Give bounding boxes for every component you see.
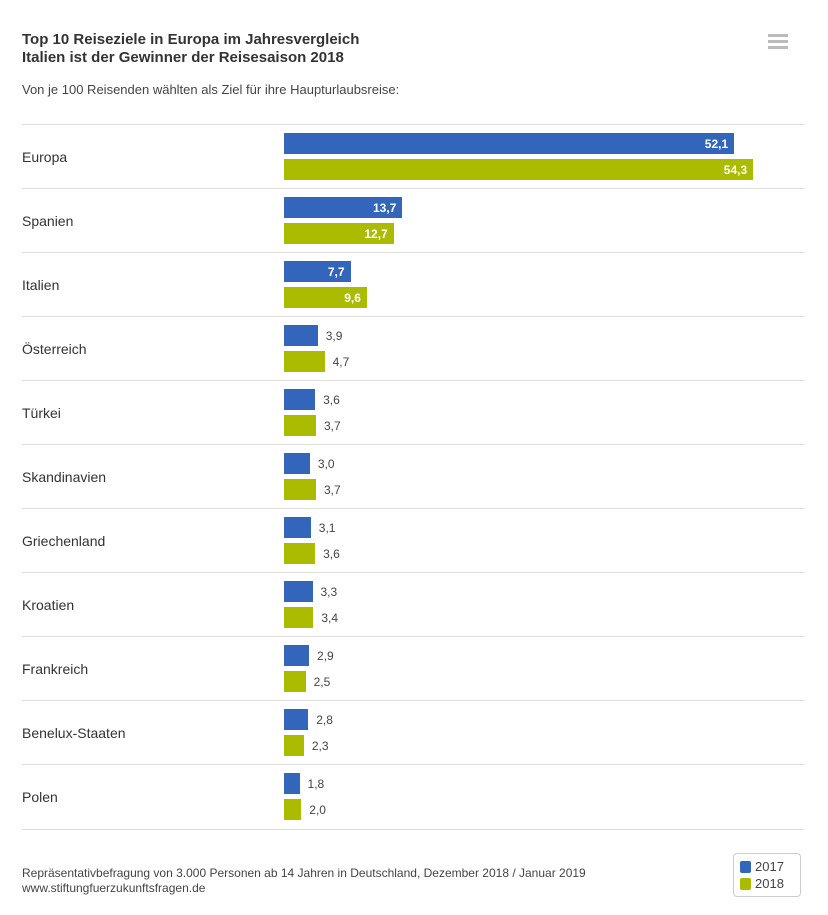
category-label: Türkei [22, 405, 61, 421]
legend-swatch [740, 877, 751, 890]
category-row: Kroatien 3,3 3,4 [22, 572, 804, 637]
category-row: Europa 52,1 54,3 [22, 124, 804, 189]
bar-2017[interactable]: 3,9 [284, 325, 342, 346]
data-label: 3,0 [317, 457, 335, 471]
bar-2018[interactable]: 3,6 [284, 543, 340, 564]
bar-2017[interactable]: 13,7 [284, 197, 403, 218]
legend: 2017 2018 [733, 853, 801, 897]
bar-2017[interactable]: 7,7 [284, 261, 351, 282]
category-row: Griechenland 3,1 3,6 [22, 508, 804, 573]
category-label: Italien [22, 277, 60, 293]
category-label: Skandinavien [22, 469, 107, 485]
category-label: Österreich [22, 341, 87, 357]
bar-2018[interactable]: 2,0 [284, 799, 326, 820]
bar-2017[interactable]: 2,9 [284, 645, 334, 666]
bar-2017[interactable]: 2,8 [284, 709, 333, 730]
data-label: 3,1 [318, 521, 336, 535]
bar-2018[interactable]: 3,4 [284, 607, 338, 628]
category-label: Griechenland [22, 533, 106, 549]
data-label: 52,1 [704, 137, 729, 151]
bar-2017[interactable]: 3,0 [284, 453, 335, 474]
category-row: Polen 1,8 2,0 [22, 764, 804, 830]
data-label: 2,9 [317, 649, 334, 663]
category-row: Frankreich 2,9 2,5 [22, 636, 804, 701]
source-note: Repräsentativbefragung von 3.000 Persone… [22, 866, 586, 880]
category-row: Spanien 13,7 12,7 [22, 188, 804, 253]
category-label: Frankreich [22, 661, 89, 677]
category-label: Spanien [22, 213, 74, 229]
data-label: 9,6 [344, 291, 361, 305]
category-label: Europa [22, 149, 68, 165]
bar-2017[interactable]: 3,1 [284, 517, 335, 538]
legend-item-2017[interactable]: 2017 [740, 859, 784, 874]
data-label: 4,7 [332, 355, 350, 369]
category-row: Benelux-Staaten 2,8 2,3 [22, 700, 804, 765]
category-row: Skandinavien 3,0 3,7 [22, 444, 804, 509]
category-label: Benelux-Staaten [22, 725, 126, 741]
data-label: 3,7 [323, 483, 341, 497]
category-label: Polen [22, 789, 58, 805]
title-line-2: Italien ist der Gewinner der Reisesaison… [22, 49, 344, 66]
bar-2018[interactable]: 3,7 [284, 479, 341, 500]
legend-item-2018[interactable]: 2018 [740, 876, 784, 891]
footer: Repräsentativbefragung von 3.000 Persone… [22, 866, 586, 896]
category-label: Kroatien [22, 597, 75, 613]
data-label: 2,3 [311, 739, 329, 753]
legend-swatch [740, 860, 751, 873]
data-label: 13,7 [373, 201, 397, 215]
data-label: 3,3 [320, 585, 338, 599]
source-url: www.stiftungfuerzukunftsfragen.de [22, 881, 206, 895]
bar-2017[interactable]: 3,3 [284, 581, 337, 602]
data-label: 3,7 [323, 419, 341, 433]
bar-2017[interactable]: 1,8 [284, 773, 324, 794]
bar-2018[interactable]: 54,3 [284, 159, 754, 180]
data-label: 7,7 [327, 265, 345, 279]
bar-2018[interactable]: 2,5 [284, 671, 330, 692]
category-row: Türkei 3,6 3,7 [22, 380, 804, 445]
data-label: 2,8 [316, 713, 333, 727]
data-label: 12,7 [364, 227, 388, 241]
data-label: 3,4 [321, 611, 339, 625]
bar-2018[interactable]: 4,7 [284, 351, 349, 372]
data-label: 3,9 [325, 329, 343, 343]
bar-2017[interactable]: 3,6 [284, 389, 340, 410]
bar-2018[interactable]: 12,7 [284, 223, 394, 244]
category-row: Italien 7,7 9,6 [22, 252, 804, 317]
bar-2018[interactable]: 3,7 [284, 415, 341, 436]
data-label: 2,0 [309, 803, 326, 817]
bar-2017[interactable]: 52,1 [284, 133, 735, 154]
chart-title: Top 10 Reiseziele in Europa im Jahresver… [22, 31, 359, 67]
legend-label: 2018 [755, 876, 784, 891]
data-label: 2,5 [313, 675, 331, 689]
bar-2018[interactable]: 2,3 [284, 735, 329, 756]
title-line-1: Top 10 Reiseziele in Europa im Jahresver… [22, 31, 360, 48]
data-label: 1,8 [307, 777, 325, 791]
bar-2018[interactable]: 9,6 [284, 287, 367, 308]
chart-subtitle: Von je 100 Reisenden wählten als Ziel fü… [22, 82, 400, 97]
category-row: Österreich 3,9 4,7 [22, 316, 804, 381]
data-label: 3,6 [323, 547, 340, 561]
data-label: 3,6 [323, 393, 340, 407]
legend-label: 2017 [755, 859, 784, 874]
data-label: 54,3 [723, 163, 748, 177]
hamburger-menu-icon[interactable] [768, 34, 788, 52]
